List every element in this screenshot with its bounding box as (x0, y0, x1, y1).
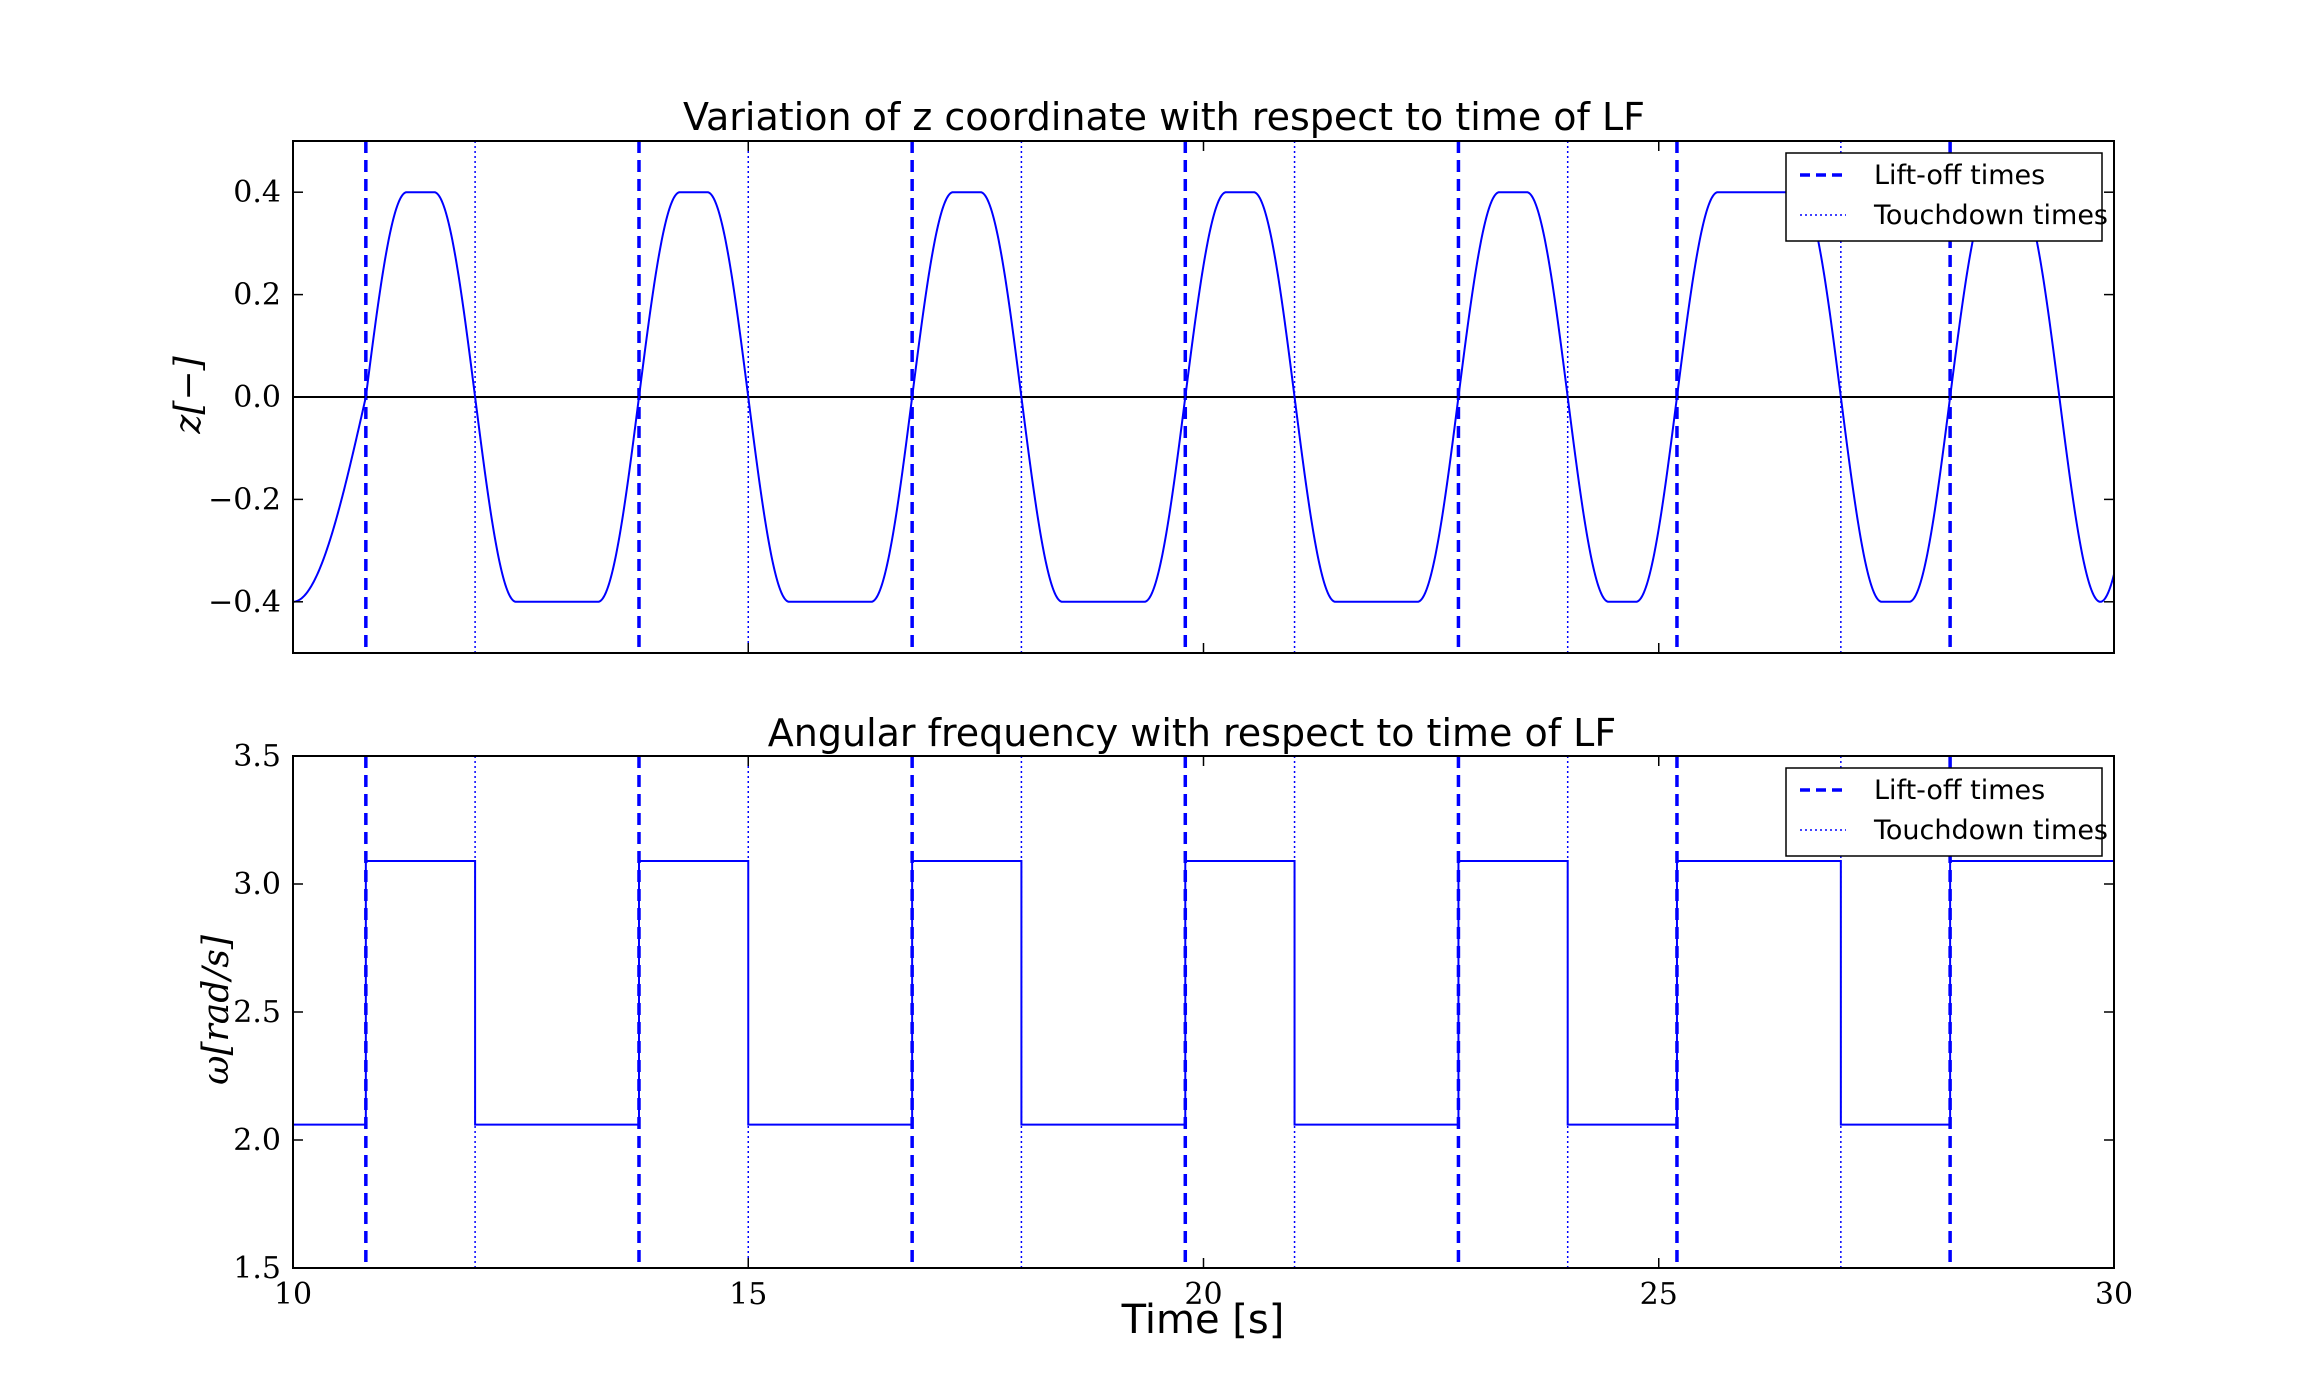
chart-title: Angular frequency with respect to time o… (768, 711, 1616, 755)
x-tick-label: 20 (1184, 1277, 1222, 1312)
x-ticks: 10 15 20 25 30 (274, 756, 2133, 1312)
y-tick-label: 3.5 (233, 739, 281, 774)
y-tick-label: 2.5 (233, 995, 281, 1030)
y-tick-label: −0.2 (208, 482, 281, 517)
axes-frame (292, 755, 2115, 1269)
legend: Lift-off times Touchdown times (1785, 767, 2108, 857)
x-tick-label: 10 (274, 1277, 312, 1312)
chart-title: Variation of z coordinate with respect t… (683, 95, 1645, 139)
omega-series-line (293, 859, 2114, 1126)
y-tick-label: 0.0 (233, 380, 281, 415)
legend: Lift-off times Touchdown times (1785, 152, 2108, 242)
y-ticks: 0.4 0.2 0.0 −0.2 −0.4 (208, 141, 2115, 653)
legend-label: Lift-off times (1874, 160, 2045, 191)
angular-frequency-chart: Angular frequency with respect to time o… (196, 711, 2133, 1343)
y-tick-label: 3.0 (233, 867, 281, 902)
axes-frame (292, 140, 2115, 654)
y-tick-label: 0.4 (233, 175, 281, 210)
event-lines (364, 756, 1952, 1268)
z-coordinate-chart: Variation of z coordinate with respect t… (168, 95, 2115, 654)
x-axis-label: Time [s] (1121, 1297, 1285, 1343)
legend-label: Touchdown times (1873, 200, 2108, 231)
y-tick-label: 2.0 (233, 1123, 281, 1158)
x-tick-label: 15 (729, 1277, 767, 1312)
y-tick-label: 0.2 (233, 278, 281, 313)
legend-box (1785, 152, 2103, 242)
y-tick-label: −0.4 (208, 585, 281, 620)
y-axis-label: ω[rad/s] (196, 934, 237, 1085)
y-axis-label: z[−] (168, 355, 209, 434)
y-ticks: 3.5 3.0 2.5 2.0 1.5 (233, 739, 2114, 1286)
legend-box (1785, 767, 2103, 857)
legend-label: Lift-off times (1874, 775, 2045, 806)
x-tick-label: 25 (1640, 1277, 1678, 1312)
x-tick-label: 30 (2095, 1277, 2133, 1312)
y-tick-label: 1.5 (233, 1251, 281, 1286)
legend-label: Touchdown times (1873, 815, 2108, 846)
